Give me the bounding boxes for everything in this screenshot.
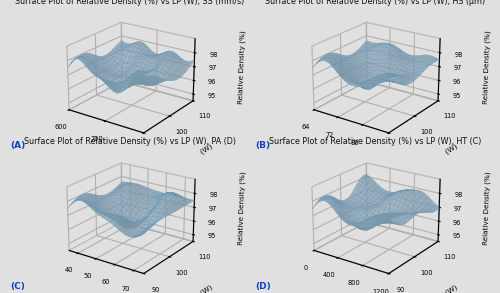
Title: Surface Plot of Relative Density (%) vs LP (W), SS (mm/s): Surface Plot of Relative Density (%) vs … bbox=[16, 0, 244, 6]
Y-axis label: LP (W): LP (W) bbox=[190, 143, 214, 161]
Text: (B): (B) bbox=[255, 141, 270, 150]
Text: (C): (C) bbox=[10, 282, 25, 291]
Title: Surface Plot of Relative Density (%) vs LP (W), HT (C): Surface Plot of Relative Density (%) vs … bbox=[269, 137, 481, 146]
Title: Surface Plot of Relative Density (%) vs LP (W), HS (μm): Surface Plot of Relative Density (%) vs … bbox=[265, 0, 485, 6]
Title: Surface Plot of Relative Density (%) vs LP (W), PA (D): Surface Plot of Relative Density (%) vs … bbox=[24, 137, 236, 146]
X-axis label: SS (mm/s): SS (mm/s) bbox=[63, 154, 100, 171]
Text: (A): (A) bbox=[10, 141, 25, 150]
Y-axis label: LP (W): LP (W) bbox=[435, 284, 458, 293]
Text: (D): (D) bbox=[255, 282, 271, 291]
Y-axis label: LP (W): LP (W) bbox=[190, 284, 214, 293]
X-axis label: HS (μm): HS (μm) bbox=[312, 155, 342, 170]
Y-axis label: LP (W): LP (W) bbox=[435, 143, 458, 161]
